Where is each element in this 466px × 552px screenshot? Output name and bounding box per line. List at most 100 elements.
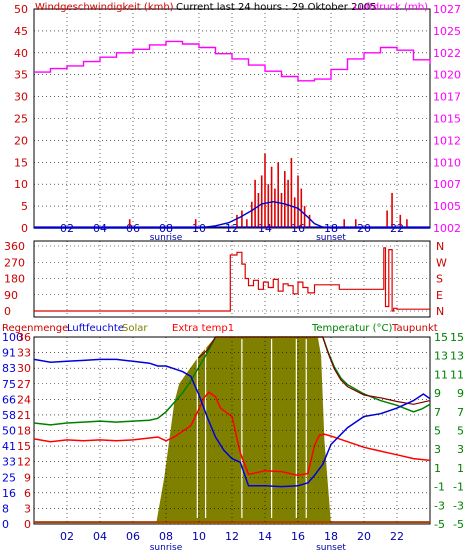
pressure-tick-label: 1012 <box>433 134 461 147</box>
dewpoint-tick-label: -1 <box>453 481 464 494</box>
hour-label: 16 <box>291 530 305 543</box>
rain-axis-label: Regenmenge <box>2 323 68 334</box>
hour-label: 20 <box>357 530 371 543</box>
solar-area <box>34 337 430 524</box>
panel-1-series <box>34 40 431 229</box>
percent-tick-label: 83 <box>2 362 16 375</box>
temperature-tick-label: -3 <box>434 499 445 512</box>
dewpoint-tick-label: 7 <box>457 406 464 419</box>
sunset-label-bottom: sunset <box>316 543 346 552</box>
chart-title: Current last 24 hours : 29 Oktober 2005 <box>176 2 377 13</box>
temperature-line <box>33 336 431 426</box>
temperature-tick-label: 5 <box>434 425 441 438</box>
compass-label: W <box>436 256 447 269</box>
wind-tick-label: 40 <box>14 47 28 60</box>
rain-tick-label: 33 <box>17 347 31 360</box>
rain-tick-label: 15 <box>17 440 31 453</box>
direction-degree-label: 360 <box>4 240 25 253</box>
percent-tick-label: 58 <box>2 409 16 422</box>
percent-tick-labels: 0 8 16 25 33 41 50 58 66 75 83 91 100 <box>2 331 23 531</box>
rain-tick-label: 9 <box>24 471 31 484</box>
rain-tick-label: 21 <box>17 409 31 422</box>
percent-tick-label: 16 <box>2 487 16 500</box>
rain-tick-label: 24 <box>17 393 31 406</box>
rain-tick-label: 12 <box>17 456 31 469</box>
dewpoint-axis-label: Taupunkt <box>391 323 438 334</box>
temperature-tick-label: 3 <box>434 443 441 456</box>
direction-degree-label: 0 <box>4 305 11 318</box>
pressure-tick-label: 1005 <box>433 200 461 213</box>
panel-2-series <box>34 247 430 312</box>
temperature-tick-label: 15 <box>434 331 448 344</box>
panel-3-series <box>33 336 431 524</box>
rain-tick-label: 30 <box>17 362 31 375</box>
percent-tick-label: 66 <box>2 393 16 406</box>
hour-label: 12 <box>225 222 239 235</box>
temperature-tick-label: -5 <box>434 518 445 531</box>
hour-label: 18 <box>324 530 338 543</box>
humidity-axis-label: Luftfeuchte <box>67 323 124 334</box>
dewpoint-tick-label: -5 <box>453 518 464 531</box>
percent-tick-label: 33 <box>2 456 16 469</box>
temperature-tick-label: 7 <box>434 406 441 419</box>
pressure-tick-label: 1027 <box>433 3 461 16</box>
hour-label: 04 <box>93 530 107 543</box>
wind-tick-label: 25 <box>14 113 28 126</box>
wind-tick-labels: 0 5 10 15 20 25 30 35 40 45 50 <box>14 3 28 235</box>
panel-temperature: Regenmenge Luftfeuchte Solar Extra temp1… <box>2 323 464 552</box>
sunrise-label-top: sunrise <box>150 233 183 243</box>
sunrise-label-bottom: sunrise <box>150 543 183 552</box>
dewpoint-tick-label: 13 <box>450 350 464 363</box>
dewpoint-tick-label: 9 <box>457 387 464 400</box>
hour-label: 12 <box>225 530 239 543</box>
wind-tick-label: 0 <box>21 222 28 235</box>
solar-axis-label: Solar <box>122 323 148 334</box>
dewpoint-tick-label: 15 <box>450 331 464 344</box>
dewpoint-tick-label: -3 <box>453 499 464 512</box>
pressure-tick-label: 1025 <box>433 25 461 38</box>
wind-tick-label: 45 <box>14 25 28 38</box>
extra-temp-line <box>33 391 431 477</box>
sunset-label-top: sunset <box>316 233 346 243</box>
hour-label: 02 <box>60 530 74 543</box>
percent-tick-label: 100 <box>2 331 23 344</box>
pressure-tick-label: 1002 <box>433 222 461 235</box>
temperature-tick-label: -1 <box>434 481 445 494</box>
pressure-tick-labels: 1002 1005 1007 1010 1012 1015 1017 1020 1022 1025… <box>433 3 461 235</box>
wind-tick-label: 35 <box>14 69 28 82</box>
wind-tick-label: 50 <box>14 3 28 16</box>
dewpoint-tick-label: 1 <box>457 462 464 475</box>
direction-degree-label: 180 <box>4 273 25 286</box>
temperature-tick-label: 9 <box>434 387 441 400</box>
rain-tick-label: 27 <box>17 378 31 391</box>
hour-label: 08 <box>159 530 173 543</box>
wind-direction-line <box>34 247 430 312</box>
rain-tick-label: 3 <box>24 502 31 515</box>
compass-label: S <box>436 273 443 286</box>
temperature-tick-label: 13 <box>434 350 448 363</box>
panel-2-grid <box>34 241 430 317</box>
temperature-tick-label: 1 <box>434 462 441 475</box>
wind-axis-label: Windgeschwindigkeit (kmh) <box>35 2 174 13</box>
percent-tick-label: 0 <box>2 518 9 531</box>
humidity-line <box>33 358 431 488</box>
wind-tick-label: 5 <box>21 200 28 213</box>
rain-tick-label: 0 <box>24 518 31 531</box>
extra-temp-label: Extra temp1 <box>172 323 234 334</box>
temperature-axis-label: Temperatur (°C) <box>311 323 392 334</box>
wind-tick-label: 30 <box>14 91 28 104</box>
percent-tick-label: 25 <box>2 471 16 484</box>
wind-tick-label: 15 <box>14 156 28 169</box>
dewpoint-tick-label: 3 <box>457 443 464 456</box>
compass-label: E <box>436 289 443 302</box>
hour-label: 10 <box>192 530 206 543</box>
hour-label: 06 <box>126 530 140 543</box>
wind-tick-label: 20 <box>14 134 28 147</box>
pressure-line <box>34 40 431 82</box>
rain-tick-label: 18 <box>17 425 31 438</box>
